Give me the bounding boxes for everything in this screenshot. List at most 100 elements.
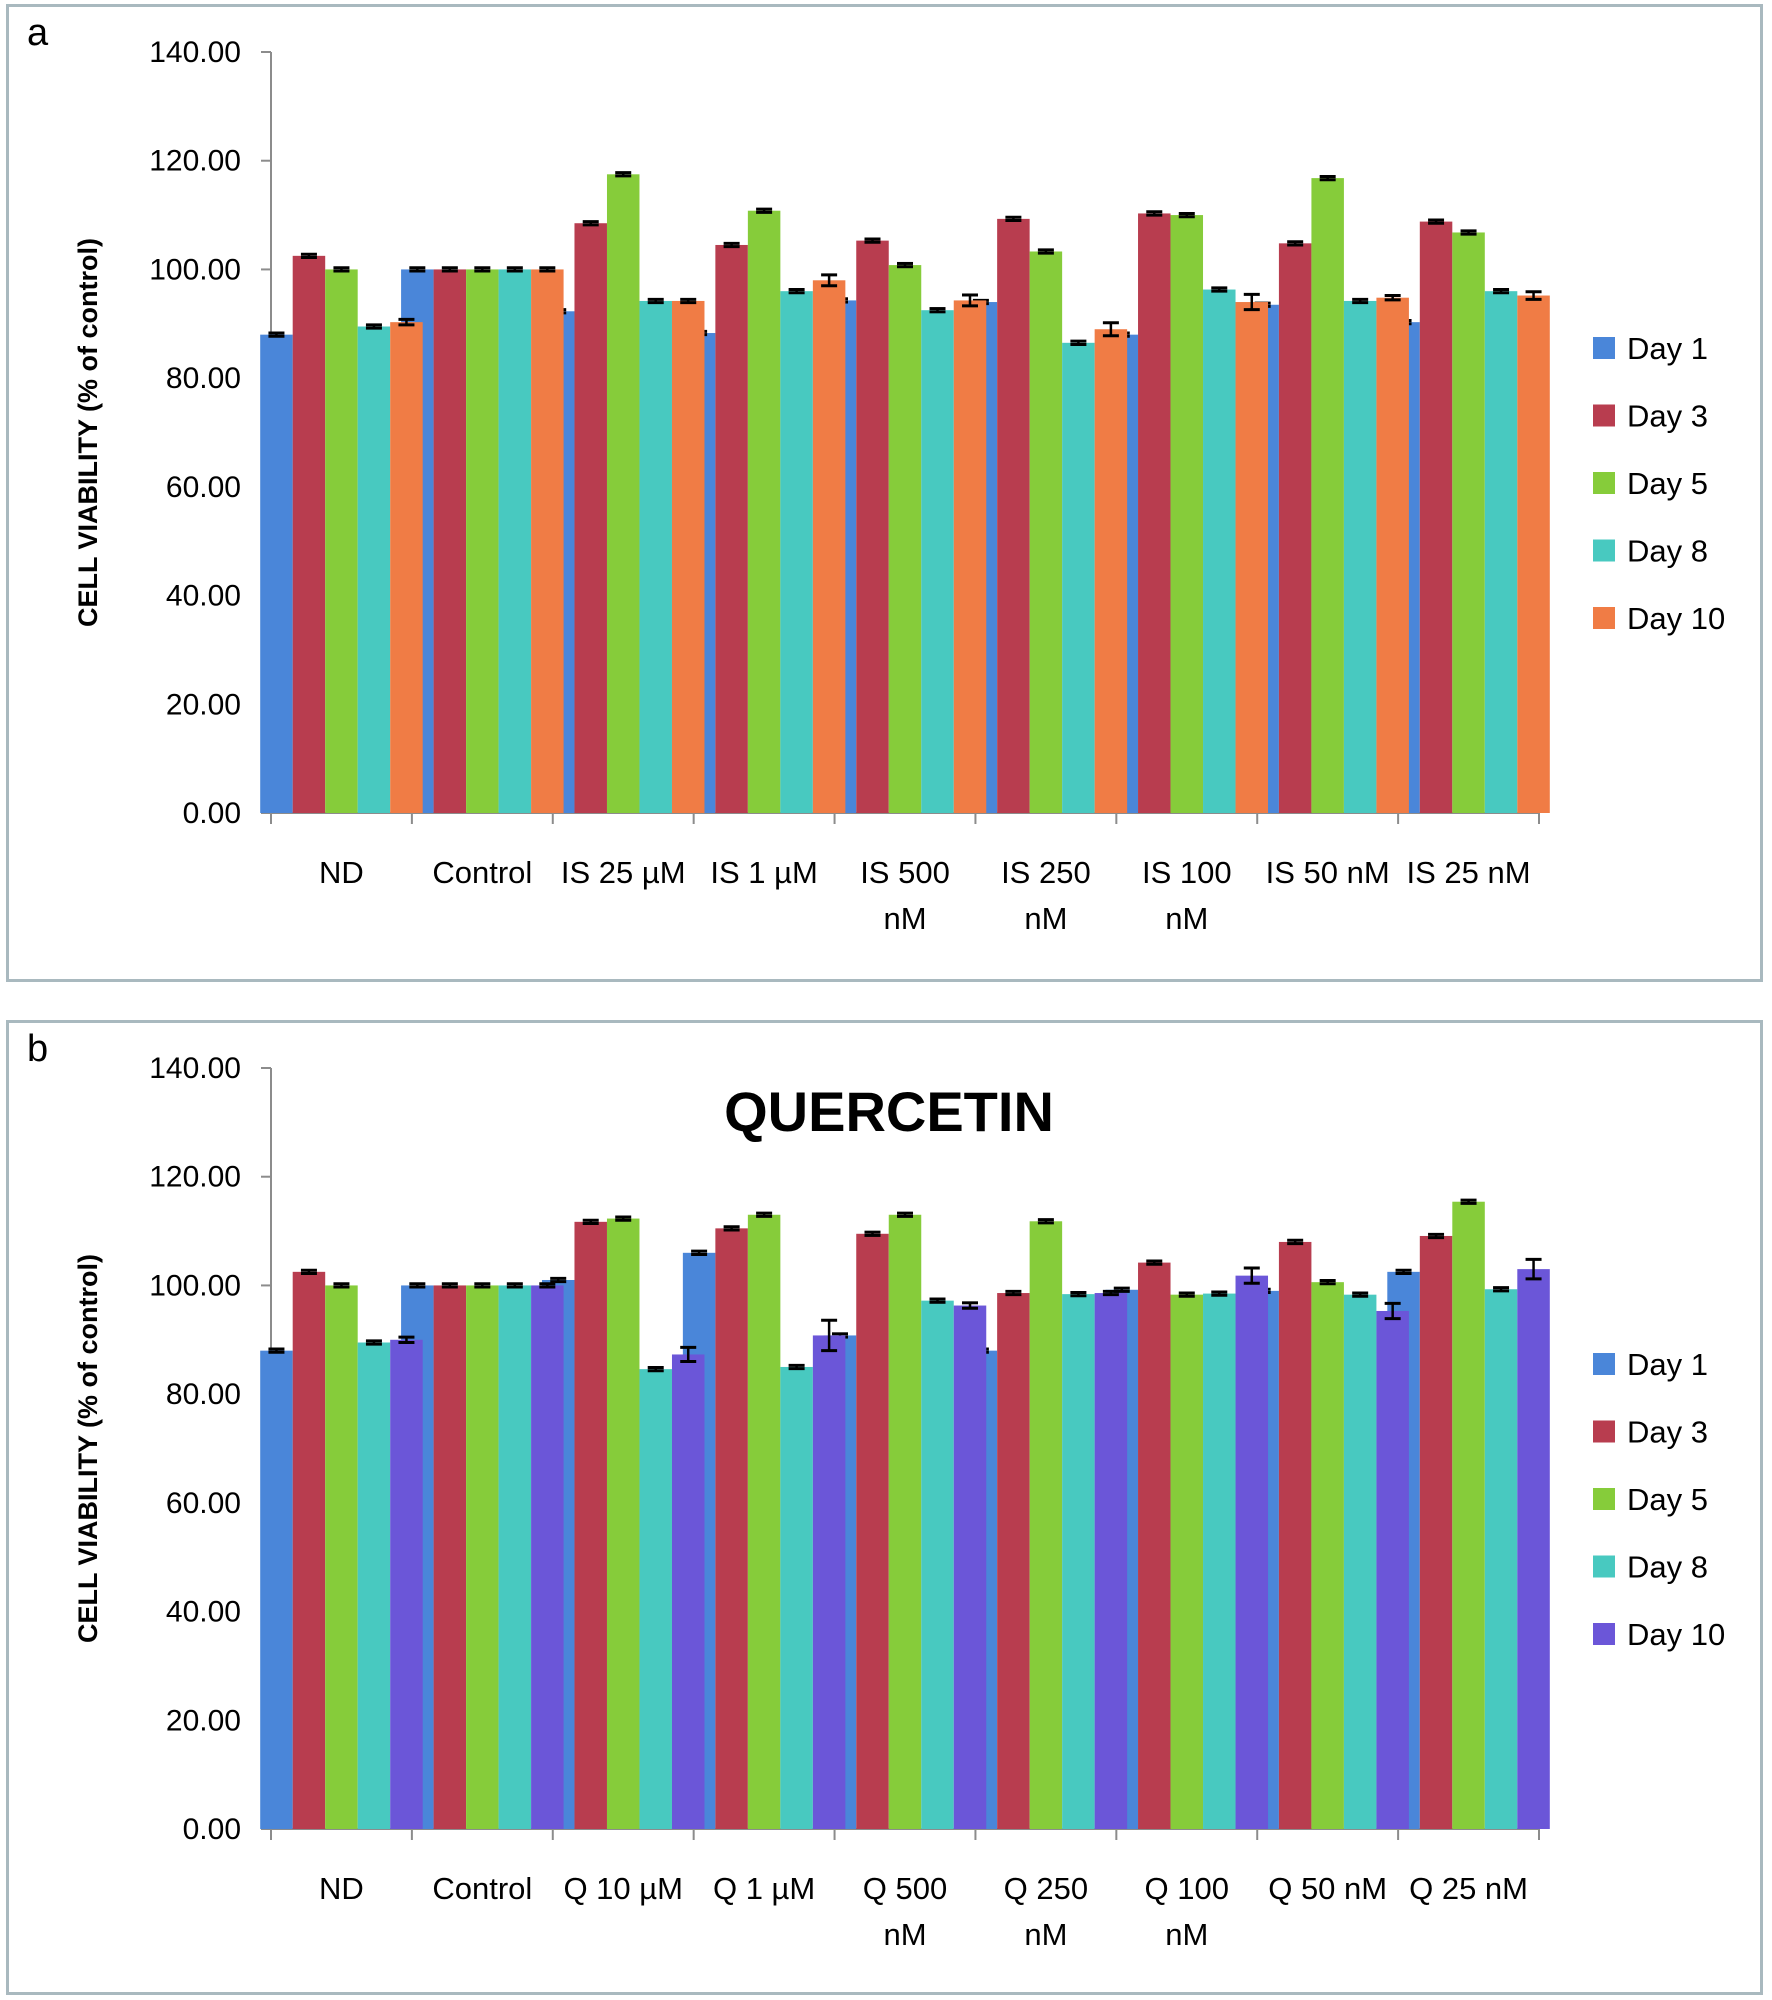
bar-day-3 bbox=[997, 1293, 1030, 1829]
bar-day-3 bbox=[856, 1233, 889, 1829]
panel-letter: a bbox=[27, 12, 49, 54]
legend-label: Day 10 bbox=[1627, 1617, 1725, 1652]
bar-day-3 bbox=[433, 1285, 467, 1829]
bar-day-3 bbox=[433, 269, 467, 813]
x-category-label: Control bbox=[432, 1871, 532, 1906]
bar-day-10 bbox=[953, 300, 987, 814]
bar-day-10 bbox=[531, 1285, 564, 1829]
x-category-label: Q 10 µM bbox=[563, 1871, 683, 1906]
bar-day-5 bbox=[1029, 1221, 1063, 1829]
x-category-label: IS 1 µM bbox=[710, 855, 817, 890]
legend-label: Day 8 bbox=[1627, 1550, 1708, 1585]
bar-day-5 bbox=[1452, 1201, 1485, 1829]
bar-day-5 bbox=[1170, 215, 1204, 814]
chart-a-svg: a CELL VIABILITY (% of control) 0.00 20.00 4… bbox=[27, 12, 1725, 936]
bar-day-10 bbox=[390, 1339, 423, 1829]
y-tick-label: 0.00 bbox=[183, 1813, 241, 1846]
x-category-label: nM bbox=[1024, 1917, 1067, 1952]
bar-day-5 bbox=[747, 210, 781, 814]
bar-day-3 bbox=[1419, 1235, 1453, 1829]
bar-day-8 bbox=[498, 1285, 532, 1829]
bar-day-3 bbox=[292, 255, 326, 813]
y-tick-label: 140.00 bbox=[149, 36, 241, 69]
bar-day-3 bbox=[574, 1221, 607, 1829]
x-category-label: IS 50 nM bbox=[1266, 855, 1390, 890]
y-tick-label: 20.00 bbox=[166, 688, 241, 721]
x-category-label: ND bbox=[319, 1871, 364, 1906]
y-tick-label: 100.00 bbox=[149, 253, 241, 286]
bar-day-3 bbox=[1278, 243, 1312, 813]
bar-day-10 bbox=[953, 1305, 987, 1829]
bar-day-10 bbox=[1517, 1269, 1550, 1829]
chart-panel-b: b QUERCETIN CELL VIABILITY (% of control) 0… bbox=[6, 1020, 1763, 1995]
bar-day-10 bbox=[812, 1335, 846, 1829]
bar-day-3 bbox=[1138, 1262, 1171, 1829]
y-tick-label: 80.00 bbox=[166, 1378, 241, 1411]
y-tick-label: 120.00 bbox=[149, 1161, 241, 1194]
bar-day-5 bbox=[747, 1214, 781, 1829]
legend-swatch bbox=[1593, 539, 1615, 562]
y-tick-label: 0.00 bbox=[183, 797, 241, 830]
x-category-label: nM bbox=[883, 901, 926, 936]
bar-day-8 bbox=[1062, 1294, 1095, 1829]
bar-day-3 bbox=[292, 1271, 326, 1829]
bar-day-5 bbox=[1029, 251, 1063, 813]
x-category-label: nM bbox=[1165, 901, 1208, 936]
legend-swatch bbox=[1593, 472, 1615, 494]
y-tick-label: 120.00 bbox=[149, 145, 241, 178]
y-tick-label: 40.00 bbox=[166, 580, 241, 613]
legend-swatch bbox=[1593, 1623, 1615, 1645]
bar-day-8 bbox=[639, 300, 672, 814]
x-category-label: Q 500 bbox=[863, 1871, 947, 1906]
bar-day-5 bbox=[1311, 1282, 1344, 1829]
bar-day-8 bbox=[1343, 1294, 1377, 1829]
bar-day-5 bbox=[325, 269, 358, 813]
legend-label: Day 1 bbox=[1627, 1347, 1708, 1382]
legend-label: Day 8 bbox=[1627, 534, 1708, 569]
x-category-label: Q 1 µM bbox=[713, 1871, 815, 1906]
x-category-label: nM bbox=[1165, 1917, 1208, 1952]
y-tick-label: 60.00 bbox=[166, 1487, 241, 1520]
bar-day-5 bbox=[325, 1285, 358, 1829]
x-category-label: Q 50 nM bbox=[1268, 1871, 1387, 1906]
legend-label: Day 3 bbox=[1627, 1415, 1708, 1450]
bar-day-5 bbox=[606, 174, 640, 813]
bar-day-8 bbox=[921, 1300, 954, 1829]
bar-day-10 bbox=[1094, 329, 1128, 813]
bar-day-8 bbox=[1203, 1293, 1236, 1829]
bar-day-3 bbox=[1419, 221, 1453, 813]
bar-day-3 bbox=[574, 223, 607, 814]
bar-day-10 bbox=[1235, 1275, 1269, 1829]
x-category-label: Q 25 nM bbox=[1409, 1871, 1528, 1906]
bar-day-10 bbox=[812, 280, 846, 813]
bar-day-5 bbox=[1452, 232, 1485, 814]
x-category-label: Q 100 bbox=[1145, 1871, 1229, 1906]
bar-day-10 bbox=[531, 269, 564, 813]
legend-label: Day 3 bbox=[1627, 399, 1708, 434]
bar-day-10 bbox=[671, 300, 705, 814]
chart-panel-a: a CELL VIABILITY (% of control) 0.00 20.00 4… bbox=[6, 4, 1763, 982]
legend-swatch bbox=[1593, 1420, 1615, 1443]
x-category-label: IS 250 bbox=[1001, 855, 1091, 890]
bar-day-5 bbox=[466, 269, 499, 813]
bar-day-8 bbox=[357, 1342, 391, 1829]
y-tick-label: 40.00 bbox=[166, 1596, 241, 1629]
bar-day-3 bbox=[1138, 213, 1171, 813]
bar-day-1 bbox=[260, 1350, 293, 1829]
bar-day-3 bbox=[856, 240, 889, 814]
legend-label: Day 1 bbox=[1627, 331, 1708, 366]
legend-swatch bbox=[1593, 404, 1615, 427]
bar-day-8 bbox=[639, 1369, 672, 1829]
bar-day-5 bbox=[888, 1214, 922, 1829]
legend-swatch bbox=[1593, 1488, 1615, 1510]
bar-day-8 bbox=[498, 269, 532, 813]
x-category-label: nM bbox=[1024, 901, 1067, 936]
x-category-label: ND bbox=[319, 855, 364, 890]
x-category-label: IS 500 bbox=[860, 855, 950, 890]
bar-day-8 bbox=[1484, 291, 1518, 814]
bar-day-5 bbox=[888, 265, 922, 814]
bar-day-10 bbox=[1094, 1293, 1128, 1829]
y-tick-label: 100.00 bbox=[149, 1269, 241, 1302]
chart-title: QUERCETIN bbox=[724, 1080, 1054, 1143]
y-tick-label: 20.00 bbox=[166, 1704, 241, 1737]
